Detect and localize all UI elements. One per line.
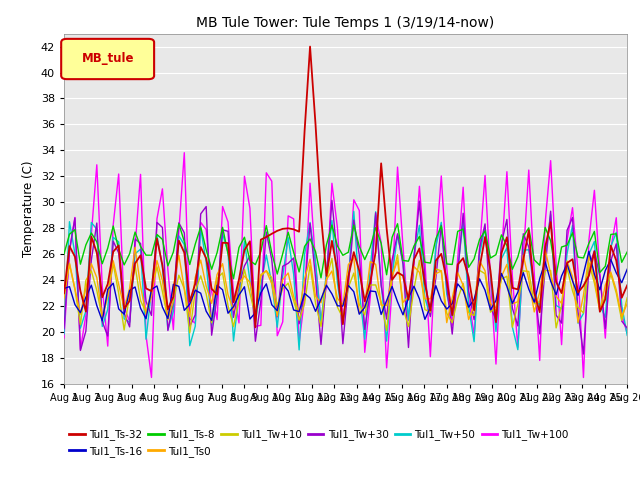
Title: MB Tule Tower: Tule Temps 1 (3/19/14-now): MB Tule Tower: Tule Temps 1 (3/19/14-now… <box>196 16 495 30</box>
FancyBboxPatch shape <box>61 39 154 79</box>
Y-axis label: Temperature (C): Temperature (C) <box>22 160 35 257</box>
Text: MB_tule: MB_tule <box>82 52 134 65</box>
Legend: Tul1_Ts-32, Tul1_Ts-16, Tul1_Ts-8, Tul1_Ts0, Tul1_Tw+10, Tul1_Tw+30, Tul1_Tw+50,: Tul1_Ts-32, Tul1_Ts-16, Tul1_Ts-8, Tul1_… <box>69 430 569 456</box>
